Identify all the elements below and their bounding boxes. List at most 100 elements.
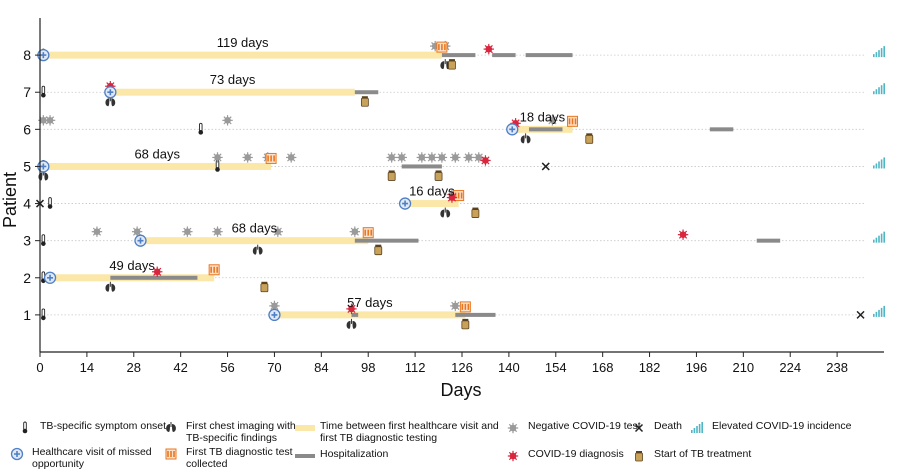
- y-tick-label: 4: [23, 196, 31, 212]
- legend-item-diag-test: First TB diagnostic test collected: [160, 446, 296, 470]
- legend-label: Hospitalization: [320, 448, 389, 460]
- cross-mark-icon: [856, 310, 865, 319]
- pill-bottle-icon: [260, 281, 269, 293]
- lungs-icon: [346, 318, 357, 329]
- lungs-icon: [252, 244, 263, 255]
- test-tubes-icon: [567, 115, 579, 127]
- hospitalization-bar: [351, 312, 359, 317]
- x-tick-label: 98: [361, 360, 375, 375]
- virus-red-icon: [480, 155, 491, 166]
- virus-gray-icon: [396, 152, 407, 163]
- hospitalization-bars: [110, 53, 781, 317]
- virus-gray-icon: [131, 226, 143, 237]
- bar-trend-icon: [873, 46, 885, 58]
- y-axis-title: Patient: [0, 172, 20, 228]
- healthcare-visit-icon: [506, 123, 519, 136]
- virus-gray-icon: [212, 226, 223, 237]
- legend-label: TB-specific symptom onset: [40, 420, 167, 432]
- window-label: 18 days: [520, 109, 566, 124]
- x-tick-label: 42: [173, 360, 187, 375]
- legend-item-onset: TB-specific symptom onset: [14, 420, 166, 436]
- virus-gray-icon: [416, 152, 428, 163]
- test-tubes-icon: [459, 301, 471, 313]
- virus-red-icon: [346, 303, 357, 315]
- hospitalization-bar: [354, 90, 379, 95]
- thermometer-icon: [215, 159, 220, 172]
- legend-label: Time between first healthcare visit and …: [320, 420, 499, 444]
- legend-label: Healthcare visit of missed opportunity: [32, 446, 152, 470]
- virus-gray-icon: [349, 226, 361, 237]
- window-bar-swatch: [294, 420, 316, 436]
- x-tick-label: 154: [545, 360, 567, 375]
- virus-gray-icon: [450, 152, 461, 163]
- x-tick-label: 182: [639, 360, 661, 375]
- window-bar: [140, 237, 369, 245]
- bar-trend-icon: [873, 83, 885, 95]
- virus-red-icon: [446, 192, 458, 203]
- x-tick-label: 14: [80, 360, 94, 375]
- legend-label: First chest imaging with TB-specific fin…: [186, 420, 296, 444]
- y-tick-label: 1: [23, 307, 31, 323]
- lungs-icon: [520, 133, 531, 144]
- test-tubes-icon: [362, 227, 374, 239]
- thermometer-icon: [198, 122, 204, 135]
- virus-gray-icon: [450, 300, 461, 312]
- pill-bottle-icon: [434, 170, 443, 181]
- lungs-icon: [105, 96, 116, 107]
- thermometer-icon: [41, 308, 46, 321]
- x-tick-label: 140: [498, 360, 520, 375]
- pill-bottle-icon: [461, 318, 470, 330]
- lungs-icon: [160, 420, 182, 436]
- healthcare-visit-icon: [398, 197, 412, 210]
- pill-bottle-icon: [360, 96, 369, 107]
- x-tick-label: 196: [686, 360, 708, 375]
- hospitalization-bar: [492, 53, 516, 58]
- x-tick-label: 210: [732, 360, 754, 375]
- virus-gray-icon: [242, 152, 253, 163]
- legend-item-death: Death: [628, 420, 682, 436]
- test-tubes-icon: [453, 190, 465, 202]
- hospitalization-bar: [110, 275, 198, 280]
- thermometer-icon: [41, 234, 46, 246]
- x-tick-label: 70: [267, 360, 281, 375]
- virus-red-icon: [483, 43, 494, 55]
- window-labels: 119 days 73 days 18 days 68 days 16 days 68 d…: [109, 35, 565, 310]
- test-tubes-icon: [160, 446, 182, 462]
- window-bar: [110, 88, 355, 96]
- event-markers: [35, 40, 885, 330]
- hospitalization-bar: [441, 53, 476, 58]
- legend-label: Elevated COVID-19 incidence: [712, 420, 852, 432]
- x-axis-title: Days: [440, 380, 481, 400]
- hospitalization-bar: [709, 127, 734, 132]
- window-bar: [43, 162, 272, 170]
- pill-bottle-icon: [471, 207, 480, 218]
- hospitalization-bar: [401, 164, 442, 169]
- test-tubes-icon: [208, 264, 220, 276]
- healthcare-visit-icon: [268, 308, 281, 322]
- test-tubes-icon: [265, 152, 277, 164]
- legend-item-hosp: Hospitalization: [294, 448, 388, 464]
- window-bar: [274, 311, 466, 319]
- window-label: 16 days: [409, 184, 455, 199]
- thermometer-icon: [47, 197, 53, 209]
- x-tick-label: 168: [592, 360, 614, 375]
- window-label: 68 days: [134, 146, 180, 161]
- bar-trend-icon: [873, 305, 885, 317]
- pill-bottle-icon: [628, 448, 650, 464]
- cross-mark-icon: [541, 162, 550, 171]
- patient-timeline-chart: 119 days 73 days 18 days 68 days 16 days 68 d…: [0, 18, 885, 400]
- test-tubes-icon: [436, 41, 448, 53]
- x-tick-label: 238: [826, 360, 848, 375]
- virus-gray-icon: [426, 152, 438, 163]
- virus-gray-icon: [502, 420, 524, 436]
- healthcare-visit-icon: [104, 86, 117, 99]
- x-tick-label: 28: [127, 360, 141, 375]
- legend-item-imaging: First chest imaging with TB-specific fin…: [160, 420, 296, 444]
- virus-gray-icon: [91, 226, 103, 237]
- x-tick-label: 112: [405, 360, 426, 375]
- y-tick-label: 8: [23, 47, 31, 63]
- x-tick-label: 224: [779, 360, 801, 375]
- hospitalization-swatch: [294, 448, 316, 464]
- bar-trend-icon: [873, 231, 885, 243]
